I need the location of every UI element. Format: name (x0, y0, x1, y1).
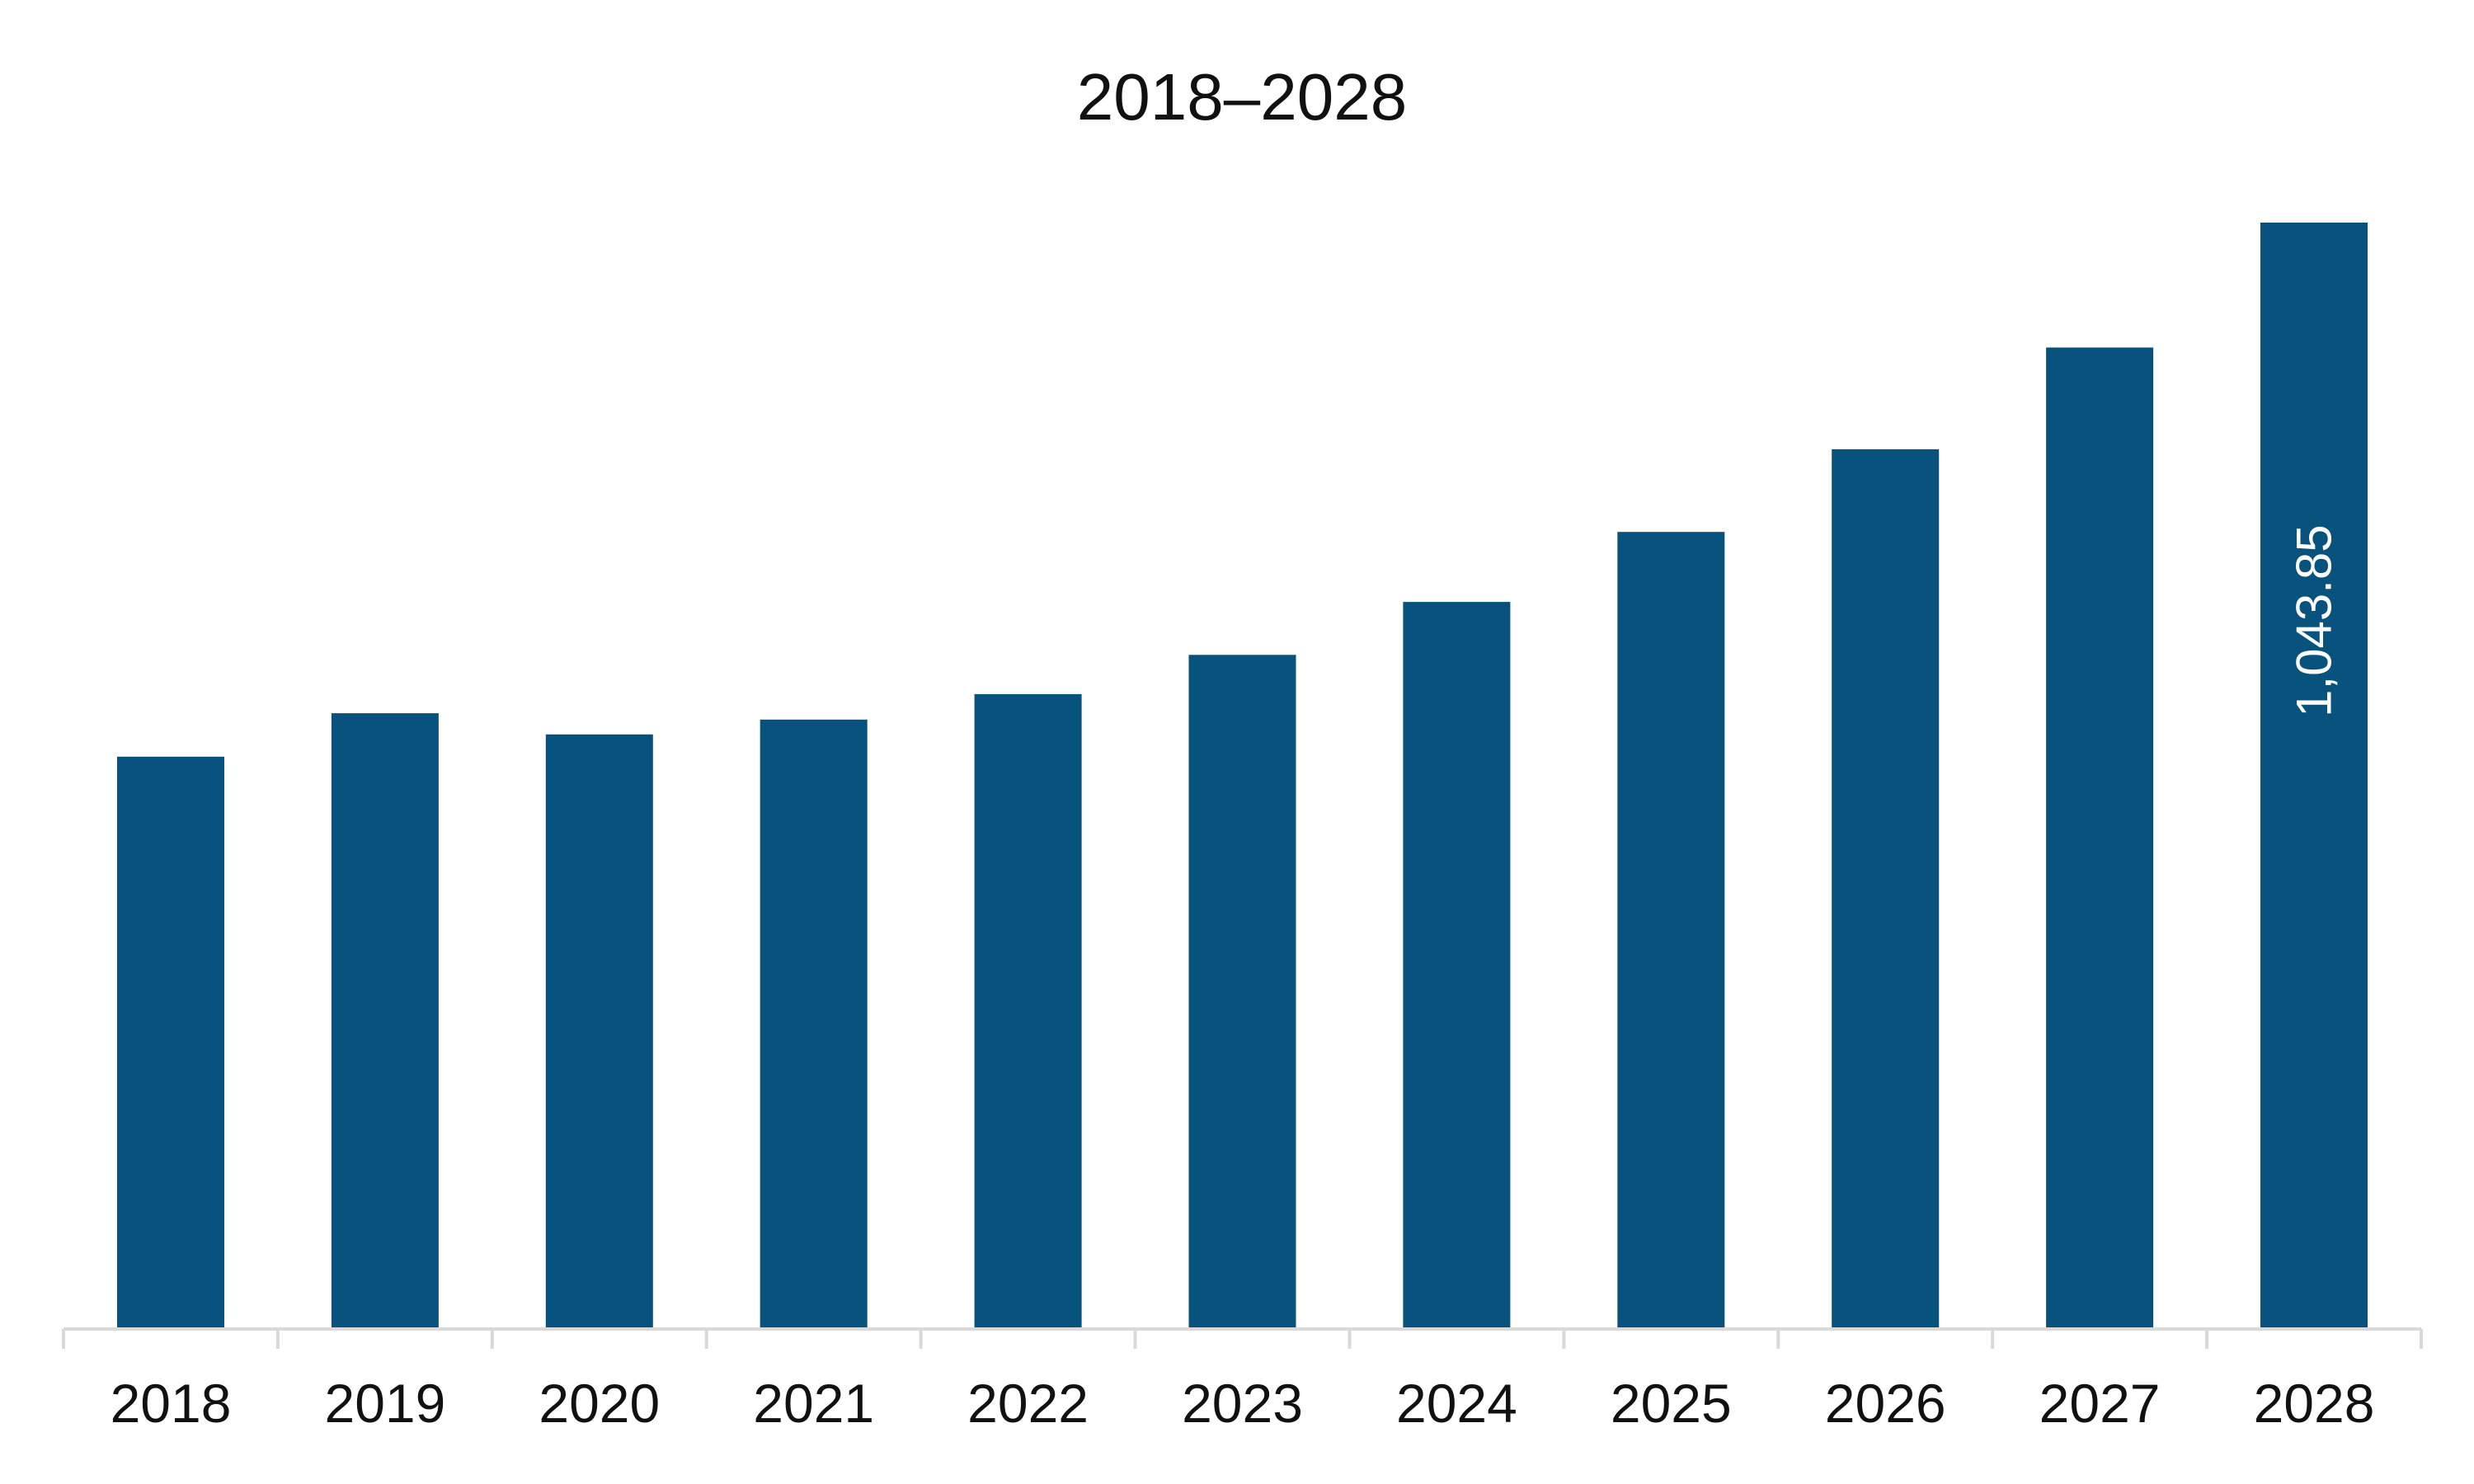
bar-2019 (331, 713, 439, 1329)
bar-2022 (974, 693, 1082, 1329)
x-tick-label-2021: 2021 (753, 1373, 874, 1434)
x-axis (62, 1327, 2423, 1349)
data-label-2028: 1,043.85 (2287, 524, 2342, 717)
x-tick-label-2019: 2019 (324, 1373, 445, 1434)
x-axis-tick-labels: 2018 2019 2020 2021 2022 2023 2024 2025 2026 2027… (111, 1373, 2375, 1434)
bar-2021 (760, 719, 868, 1329)
data-labels: 1,043.85 (2287, 524, 2342, 717)
x-tick-label-2022: 2022 (967, 1373, 1089, 1434)
bar-2027 (2046, 347, 2154, 1329)
bar-2024 (1403, 602, 1511, 1329)
bar-2020 (545, 734, 653, 1329)
chart-title: 2018–2028 (1077, 60, 1407, 134)
x-tick-label-2026: 2026 (1825, 1373, 1946, 1434)
bar-2026 (1832, 448, 1940, 1329)
x-tick-label-2018: 2018 (111, 1373, 232, 1434)
bars-group (117, 223, 2368, 1329)
bar-2018 (117, 756, 224, 1329)
x-tick-label-2023: 2023 (1182, 1373, 1303, 1434)
x-tick-label-2027: 2027 (2039, 1373, 2161, 1434)
bar-2025 (1617, 532, 1725, 1329)
x-tick-label-2020: 2020 (539, 1373, 660, 1434)
x-tick-label-2024: 2024 (1396, 1373, 1517, 1434)
x-tick-label-2025: 2025 (1611, 1373, 1732, 1434)
x-tick-label-2028: 2028 (2254, 1373, 2375, 1434)
bar-2028 (2260, 223, 2368, 1329)
bar-2023 (1188, 655, 1296, 1329)
